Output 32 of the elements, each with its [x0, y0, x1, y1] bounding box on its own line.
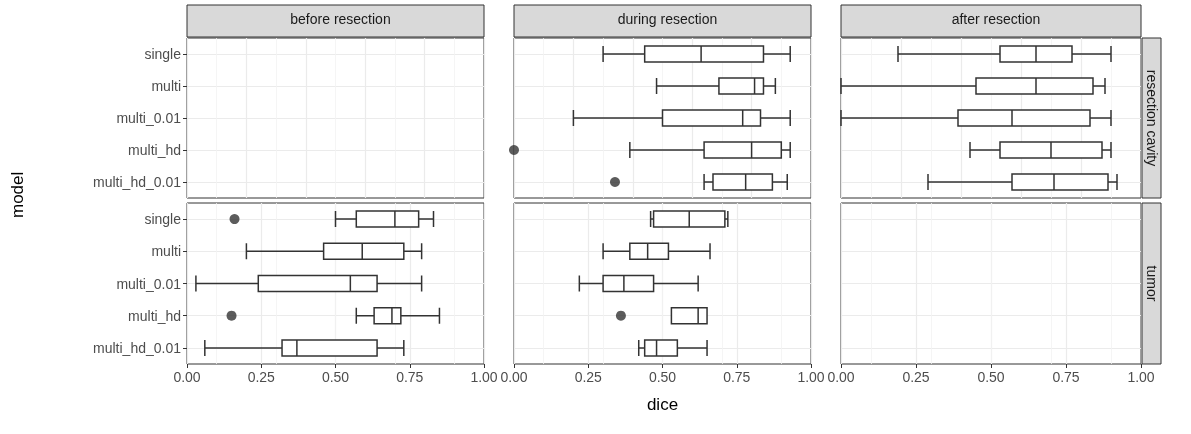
- y-tick-label: multi_hd: [128, 307, 181, 324]
- x-tick-label: 0.00: [173, 369, 201, 385]
- x-tick-label: 0.75: [396, 369, 424, 385]
- x-tick-label: 0.00: [500, 369, 528, 385]
- x-tick-label: 0.00: [827, 369, 855, 385]
- y-tick-label: multi_hd_0.01: [93, 339, 182, 356]
- y-tick-label: multi: [151, 78, 181, 94]
- x-tick-label: 1.00: [797, 369, 825, 385]
- chart-title: after resection: [951, 11, 1041, 27]
- x-tick-label: 0.50: [648, 369, 677, 385]
- y-tick-label: single: [144, 211, 182, 228]
- x-tick-label: 0.25: [247, 369, 276, 385]
- y-axis-title: model: [8, 171, 28, 218]
- text: resection cavity: [1143, 69, 1160, 167]
- x-tick-label: 1.00: [470, 369, 498, 385]
- y-tick-label: multi_0.01: [116, 110, 182, 126]
- x-tick-label: 0.50: [977, 369, 1005, 385]
- x-tick-label: 0.25: [902, 369, 930, 385]
- x-tick-label: 0.75: [1052, 369, 1080, 385]
- chart-title: during resection: [617, 11, 718, 27]
- x-tick-label: 0.50: [321, 369, 350, 385]
- x-tick-label: 0.75: [723, 369, 751, 385]
- y-tick-label: multi_0.01: [116, 275, 182, 292]
- y-tick-label: multi: [151, 243, 181, 260]
- y-tick-label: multi_hd: [128, 142, 181, 158]
- chart-title: before resection: [290, 11, 391, 27]
- y-tick-label: multi_hd_0.01: [93, 174, 182, 190]
- x-tick-label: 1.00: [1127, 369, 1155, 385]
- y-tick-label: single: [144, 46, 182, 62]
- text: tumor: [1143, 265, 1160, 302]
- x-axis-title: dice: [646, 395, 679, 414]
- x-tick-label: 0.25: [574, 369, 603, 385]
